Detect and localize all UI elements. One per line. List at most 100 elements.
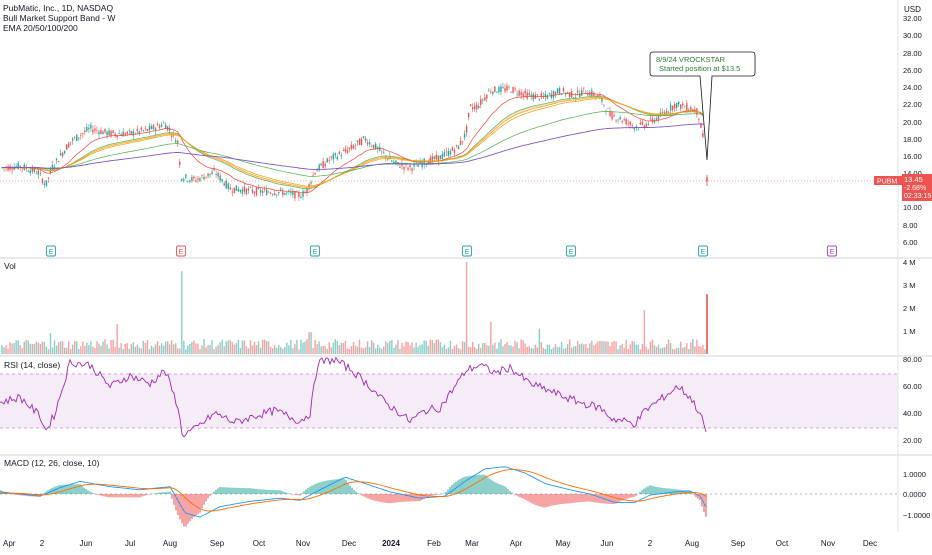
volume-tick-label: 2 M xyxy=(903,304,916,313)
annotation-line-1: 8/9/24 VROCKSTAR xyxy=(656,55,726,64)
macd-histogram-bar xyxy=(75,484,77,494)
macd-histogram-bar xyxy=(609,494,611,504)
volume-bar xyxy=(148,349,151,354)
candle-body xyxy=(336,156,339,160)
macd-histogram-bar xyxy=(115,494,117,498)
volume-bar xyxy=(671,348,674,354)
candle-body xyxy=(417,164,419,167)
candle-body xyxy=(498,87,500,93)
chart-title: PubMatic, Inc., 1D, NASDAQ xyxy=(3,3,113,13)
volume-bar xyxy=(173,344,175,354)
macd-histogram-bar xyxy=(637,493,639,495)
macd-histogram-bar xyxy=(207,494,209,499)
macd-histogram-bar xyxy=(147,494,149,495)
candle-body xyxy=(546,95,549,99)
macd-histogram-bar xyxy=(437,494,439,495)
earnings-marker xyxy=(176,245,186,257)
volume-bar xyxy=(106,344,108,354)
macd-histogram-bar xyxy=(275,490,277,494)
candle-body xyxy=(372,144,375,149)
macd-histogram-bar xyxy=(629,494,631,498)
macd-histogram-bar xyxy=(633,494,635,498)
candle-body xyxy=(451,147,454,151)
volume-bar xyxy=(463,342,466,354)
macd-histogram-bar xyxy=(479,474,481,494)
macd-histogram-bar xyxy=(271,490,273,494)
macd-histogram-bar xyxy=(427,494,429,498)
candle-body xyxy=(490,92,492,94)
volume-bar xyxy=(124,343,126,354)
annotation-callout[interactable]: 8/9/24 VROCKSTAR Started position at $13… xyxy=(649,51,756,161)
macd-histogram-bar xyxy=(45,491,47,494)
macd-histogram-bar xyxy=(101,494,103,496)
macd-histogram-bar xyxy=(431,494,433,496)
candle-body xyxy=(574,97,577,98)
macd-histogram-bar xyxy=(657,487,659,494)
macd-histogram-bar xyxy=(351,487,353,494)
candle-body xyxy=(377,147,379,150)
x-tick-label: May xyxy=(555,539,570,548)
macd-histogram-bar xyxy=(211,493,213,495)
macd-histogram-bar xyxy=(459,479,461,494)
macd-histogram-bar xyxy=(213,491,215,494)
macd-histogram-bar xyxy=(525,494,527,500)
candle-body xyxy=(108,130,110,135)
x-tick-label: Jun xyxy=(80,539,93,548)
candle-body xyxy=(482,99,484,101)
macd-histogram-bar xyxy=(683,490,685,494)
volume-bar xyxy=(140,348,143,354)
volume-bar xyxy=(183,340,185,354)
macd-histogram-bar xyxy=(559,494,561,505)
volume-bar xyxy=(286,342,288,354)
macd-histogram-bar xyxy=(237,487,239,494)
candle-body xyxy=(411,168,413,171)
volume-bar xyxy=(611,342,613,354)
macd-histogram-bar xyxy=(357,493,359,494)
volume-bar xyxy=(560,342,563,354)
macd-histogram-bar xyxy=(627,494,629,499)
macd-histogram-bar xyxy=(209,494,211,496)
macd-histogram-bar xyxy=(295,494,297,495)
macd-histogram-bar xyxy=(125,494,127,498)
volume-bar xyxy=(3,347,5,354)
candle-body xyxy=(1,167,3,168)
volume-bar xyxy=(690,342,692,354)
candle-body xyxy=(360,138,363,145)
macd-histogram-bar xyxy=(243,488,245,494)
macd-histogram-bar xyxy=(365,494,367,498)
volume-bar xyxy=(170,340,173,354)
volume-bar xyxy=(574,346,577,354)
volume-bar xyxy=(59,341,62,354)
candle-body xyxy=(257,187,260,189)
x-tick-label: Apr xyxy=(510,539,523,548)
macd-histogram-bar xyxy=(611,494,613,505)
candle-body xyxy=(368,142,371,145)
volume-bar xyxy=(342,342,345,354)
candle-body xyxy=(37,170,40,175)
candle-body xyxy=(395,160,397,163)
macd-histogram-bar xyxy=(337,479,339,494)
volume-bar xyxy=(449,340,452,354)
volume-bar xyxy=(459,349,462,354)
candle-body xyxy=(61,152,64,157)
candle-body xyxy=(514,88,516,90)
candle-body xyxy=(59,153,62,156)
volume-bar xyxy=(429,339,431,354)
candle-body xyxy=(106,131,108,136)
volume-bar xyxy=(678,347,680,354)
x-tick-label: Nov xyxy=(821,539,835,548)
candle-body xyxy=(433,156,435,160)
candle-body xyxy=(74,137,76,138)
macd-histogram-bar xyxy=(401,494,403,502)
rsi-tick-label: 80.00 xyxy=(903,355,922,364)
macd-histogram-bar xyxy=(269,489,271,494)
candle-body xyxy=(267,191,270,193)
macd-histogram-bar xyxy=(571,494,573,503)
candle-body xyxy=(154,128,157,131)
earnings-marker xyxy=(827,245,837,257)
volume-bar xyxy=(377,344,379,354)
macd-histogram-bar xyxy=(465,476,467,494)
candle-body xyxy=(245,188,248,195)
macd-histogram-bar xyxy=(253,488,255,494)
